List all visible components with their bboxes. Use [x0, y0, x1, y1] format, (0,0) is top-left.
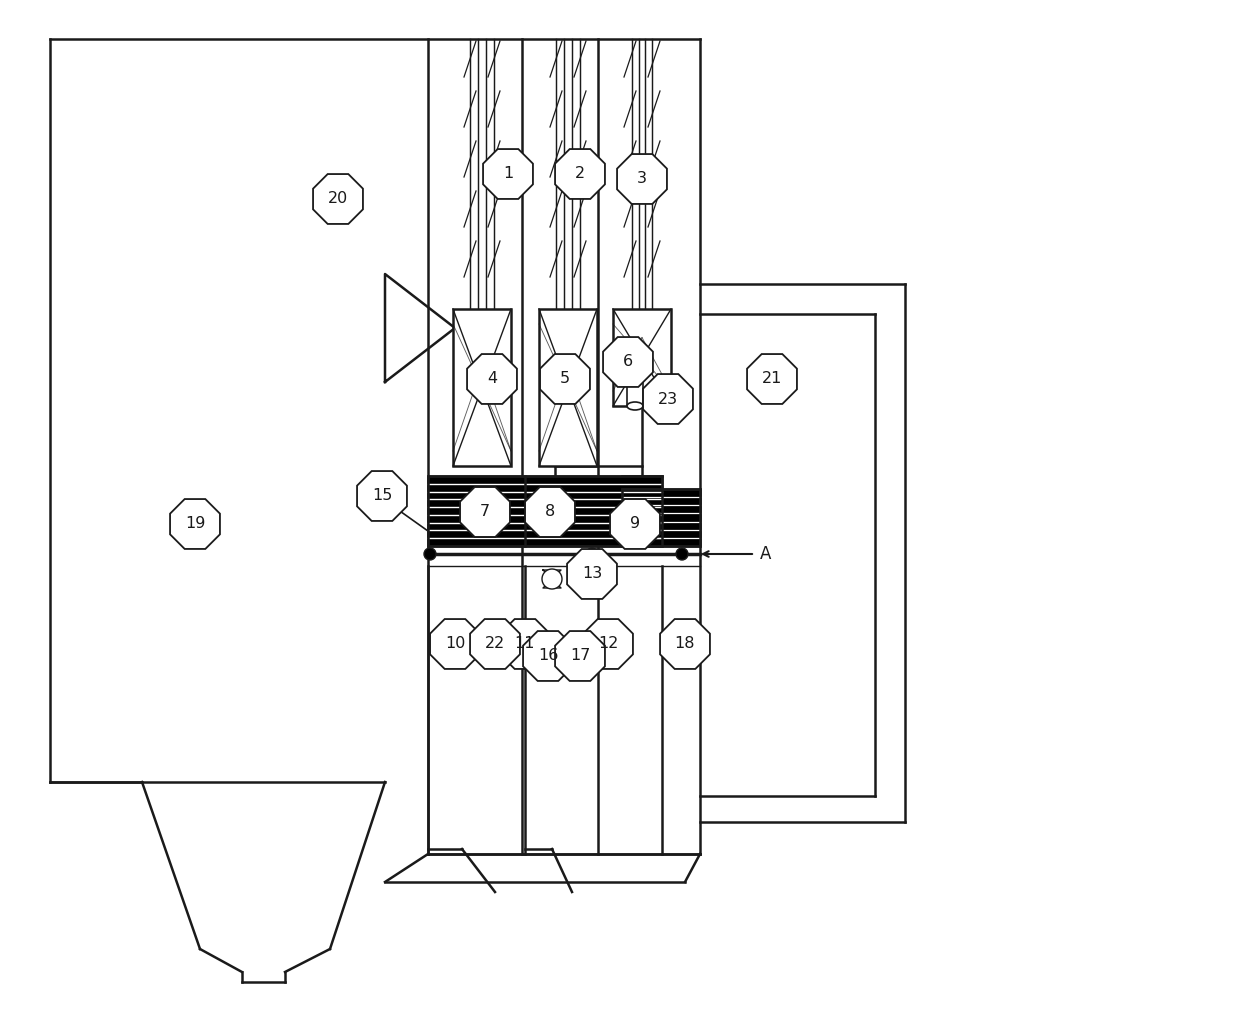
Text: 20: 20 — [327, 191, 348, 207]
Text: 5: 5 — [560, 371, 570, 387]
Text: 10: 10 — [445, 637, 465, 651]
Polygon shape — [170, 499, 219, 549]
Polygon shape — [618, 154, 667, 204]
Polygon shape — [470, 619, 520, 669]
Bar — [613, 309, 671, 406]
Polygon shape — [523, 631, 573, 681]
Polygon shape — [603, 337, 653, 387]
Text: 6: 6 — [622, 355, 634, 369]
Bar — [627, 376, 644, 406]
Text: 17: 17 — [570, 648, 590, 664]
Polygon shape — [467, 354, 517, 404]
Bar — [428, 476, 662, 546]
Polygon shape — [430, 619, 480, 669]
Text: 8: 8 — [544, 505, 556, 519]
Text: 11: 11 — [515, 637, 536, 651]
Ellipse shape — [627, 372, 644, 381]
Polygon shape — [525, 487, 575, 537]
Polygon shape — [746, 354, 797, 404]
Circle shape — [676, 548, 688, 560]
Text: 12: 12 — [598, 637, 619, 651]
Text: 3: 3 — [637, 172, 647, 186]
Text: 23: 23 — [658, 392, 678, 406]
Polygon shape — [312, 174, 363, 224]
Ellipse shape — [627, 402, 644, 410]
Text: 16: 16 — [538, 648, 558, 664]
Text: 21: 21 — [761, 371, 782, 387]
Text: 19: 19 — [185, 517, 205, 531]
Polygon shape — [644, 374, 693, 424]
Polygon shape — [610, 499, 660, 549]
Bar — [428, 476, 662, 546]
Circle shape — [542, 569, 562, 589]
Polygon shape — [357, 472, 407, 521]
Text: 2: 2 — [575, 166, 585, 182]
Polygon shape — [460, 487, 510, 537]
Polygon shape — [567, 549, 618, 599]
Bar — [622, 489, 701, 546]
Text: 7: 7 — [480, 505, 490, 519]
Text: 1: 1 — [503, 166, 513, 182]
Polygon shape — [556, 631, 605, 681]
Polygon shape — [484, 149, 533, 199]
Text: 22: 22 — [485, 637, 505, 651]
Bar — [622, 489, 701, 546]
Text: A: A — [760, 545, 771, 562]
Bar — [453, 309, 511, 466]
Circle shape — [424, 548, 436, 560]
Text: 13: 13 — [582, 567, 603, 581]
Polygon shape — [660, 619, 711, 669]
Polygon shape — [556, 149, 605, 199]
Text: 9: 9 — [630, 517, 640, 531]
Circle shape — [587, 548, 598, 560]
Bar — [539, 309, 596, 466]
Polygon shape — [541, 354, 590, 404]
Text: 18: 18 — [675, 637, 696, 651]
Polygon shape — [583, 619, 632, 669]
Text: 15: 15 — [372, 488, 392, 504]
Text: 4: 4 — [487, 371, 497, 387]
Polygon shape — [500, 619, 551, 669]
